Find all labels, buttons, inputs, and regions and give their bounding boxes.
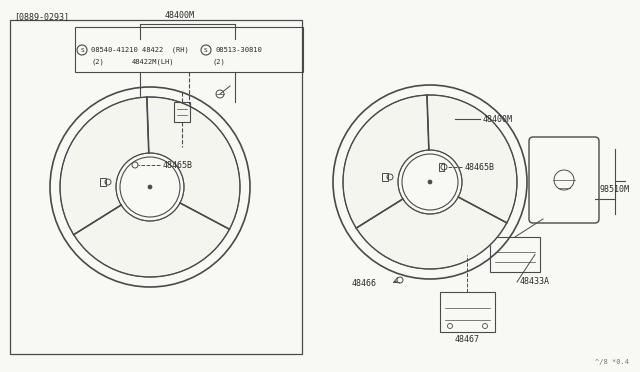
Polygon shape [343,95,429,228]
Text: (2): (2) [213,59,226,65]
Bar [382,173,388,181]
Text: S: S [80,48,84,52]
Text: 48422M(LH): 48422M(LH) [132,59,175,65]
Text: 48400M: 48400M [483,115,513,124]
Text: 08513-30810: 08513-30810 [215,47,262,53]
Text: 98510M: 98510M [600,185,630,193]
Bar [75,27,303,72]
Bar [439,163,444,171]
Text: 48465B: 48465B [163,160,193,170]
Polygon shape [147,97,240,229]
Polygon shape [427,95,517,223]
Bar [10,20,302,354]
Text: 48467: 48467 [455,336,480,344]
Text: 48465B: 48465B [465,163,495,171]
Text: 48433A: 48433A [520,278,550,286]
Polygon shape [60,97,149,235]
Text: S: S [204,48,208,52]
Circle shape [148,185,152,189]
Polygon shape [74,203,230,277]
Text: 48400M: 48400M [165,11,195,20]
Text: 48466: 48466 [352,279,377,289]
Text: 08540-41210 48422  (RH): 08540-41210 48422 (RH) [91,47,189,53]
Text: [0889-0293]: [0889-0293] [14,13,69,22]
Polygon shape [356,197,507,269]
Text: (2): (2) [91,59,104,65]
Bar [174,102,190,122]
Text: ^/8 *0.4: ^/8 *0.4 [595,359,629,365]
Bar [100,178,106,186]
Bar [490,237,540,272]
Bar [440,292,495,332]
Circle shape [428,180,432,184]
